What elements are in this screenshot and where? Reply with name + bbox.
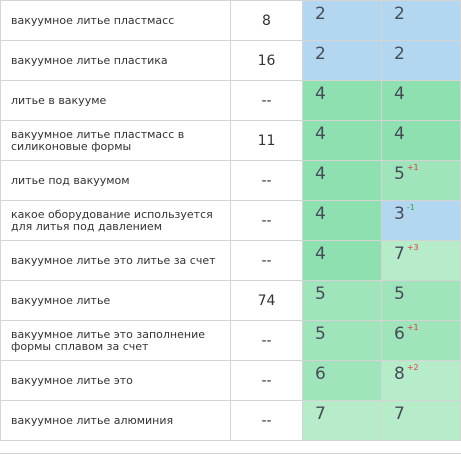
position-change-badge: +1	[406, 163, 419, 172]
table-row: вакуумное литье 74 5 5	[0, 280, 461, 321]
position-value: 7	[315, 404, 326, 424]
position-cell-2: 4	[381, 80, 461, 121]
position-cell-1: 6	[302, 360, 382, 401]
frequency-cell: 16	[230, 40, 303, 81]
position-cell-2: 2	[381, 0, 461, 41]
position-cell-2: 3 -1	[381, 200, 461, 241]
position-value: 6	[315, 364, 326, 384]
position-value: 8	[394, 364, 405, 384]
frequency-cell: --	[230, 240, 303, 281]
table-row: вакуумное литье это -- 6 8 +2	[0, 360, 461, 401]
query-cell: вакуумное литье пластика	[0, 40, 231, 81]
position-value: 2	[394, 4, 405, 24]
frequency-cell: --	[230, 360, 303, 401]
query-cell: какое оборудование используется для лить…	[0, 200, 231, 241]
position-cell-2: 5 +1	[381, 160, 461, 201]
position-cell-1: 4	[302, 200, 382, 241]
query-cell: вакуумное литье это	[0, 360, 231, 401]
position-value: 2	[394, 44, 405, 64]
query-cell: вакуумное литье это заполнение формы спл…	[0, 320, 231, 361]
position-value: 5	[315, 324, 326, 344]
position-change-badge: +3	[406, 243, 419, 252]
position-change-badge: -1	[406, 203, 415, 212]
position-cell-1: 2	[302, 40, 382, 81]
position-change-badge: +2	[406, 363, 419, 372]
position-cell-1: 4	[302, 240, 382, 281]
position-cell-2: 4	[381, 120, 461, 161]
query-cell: вакуумное литье это литье за счет	[0, 240, 231, 281]
query-cell: литье в вакууме	[0, 80, 231, 121]
query-cell: вакуумное литье пластмасс	[0, 0, 231, 41]
position-cell-1: 5	[302, 280, 382, 321]
position-cell-1: 4	[302, 120, 382, 161]
position-cell-1: 7	[302, 400, 382, 441]
position-cell-1: 4	[302, 160, 382, 201]
position-value: 2	[315, 4, 326, 24]
position-cell-2: 5	[381, 280, 461, 321]
table-row: вакуумное литье пластмасс 8 2 2	[0, 0, 461, 41]
frequency-cell: --	[230, 320, 303, 361]
query-cell: вакуумное литье пластмасс в силиконовые …	[0, 120, 231, 161]
position-cell-1: 4	[302, 80, 382, 121]
position-value: 6	[394, 324, 405, 344]
table-row: литье под вакуумом -- 4 5 +1	[0, 160, 461, 201]
position-cell-1: 2	[302, 0, 382, 41]
position-value: 4	[315, 124, 326, 144]
query-cell: вакуумное литье алюминия	[0, 400, 231, 441]
frequency-cell: --	[230, 400, 303, 441]
position-value: 5	[394, 284, 405, 304]
table-body: вакуумное литье пластмасс 8 2 2 вакуумное ли…	[0, 0, 461, 441]
table-row: вакуумное литье пластика 16 2 2	[0, 40, 461, 81]
position-cell-2: 7	[381, 400, 461, 441]
frequency-cell: 11	[230, 120, 303, 161]
position-cell-2: 8 +2	[381, 360, 461, 401]
query-cell: литье под вакуумом	[0, 160, 231, 201]
query-cell: вакуумное литье	[0, 280, 231, 321]
position-value: 4	[315, 84, 326, 104]
table-row: вакуумное литье это заполнение формы спл…	[0, 320, 461, 361]
table-row: вакуумное литье алюминия -- 7 7	[0, 400, 461, 441]
position-cell-2: 7 +3	[381, 240, 461, 281]
position-value: 5	[315, 284, 326, 304]
position-cell-1: 5	[302, 320, 382, 361]
position-value: 7	[394, 404, 405, 424]
table-row: вакуумное литье это литье за счет -- 4 7 +3	[0, 240, 461, 281]
position-value: 4	[315, 164, 326, 184]
position-value: 2	[315, 44, 326, 64]
frequency-cell: 74	[230, 280, 303, 321]
position-value: 7	[394, 244, 405, 264]
frequency-cell: --	[230, 80, 303, 121]
frequency-cell: --	[230, 200, 303, 241]
frequency-cell: --	[230, 160, 303, 201]
position-value: 4	[315, 244, 326, 264]
position-cell-2: 2	[381, 40, 461, 81]
frequency-cell: 8	[230, 0, 303, 41]
position-value: 4	[394, 84, 405, 104]
table-row: литье в вакууме -- 4 4	[0, 80, 461, 121]
position-value: 4	[394, 124, 405, 144]
keyword-positions-table: вакуумное литье пластмасс 8 2 2 вакуумное ли…	[0, 0, 461, 441]
table-row: вакуумное литье пластмасс в силиконовые …	[0, 120, 461, 161]
position-value: 3	[394, 204, 405, 224]
position-cell-2: 6 +1	[381, 320, 461, 361]
position-change-badge: +1	[406, 323, 419, 332]
position-value: 4	[315, 204, 326, 224]
position-value: 5	[394, 164, 405, 184]
table-row: какое оборудование используется для лить…	[0, 200, 461, 241]
